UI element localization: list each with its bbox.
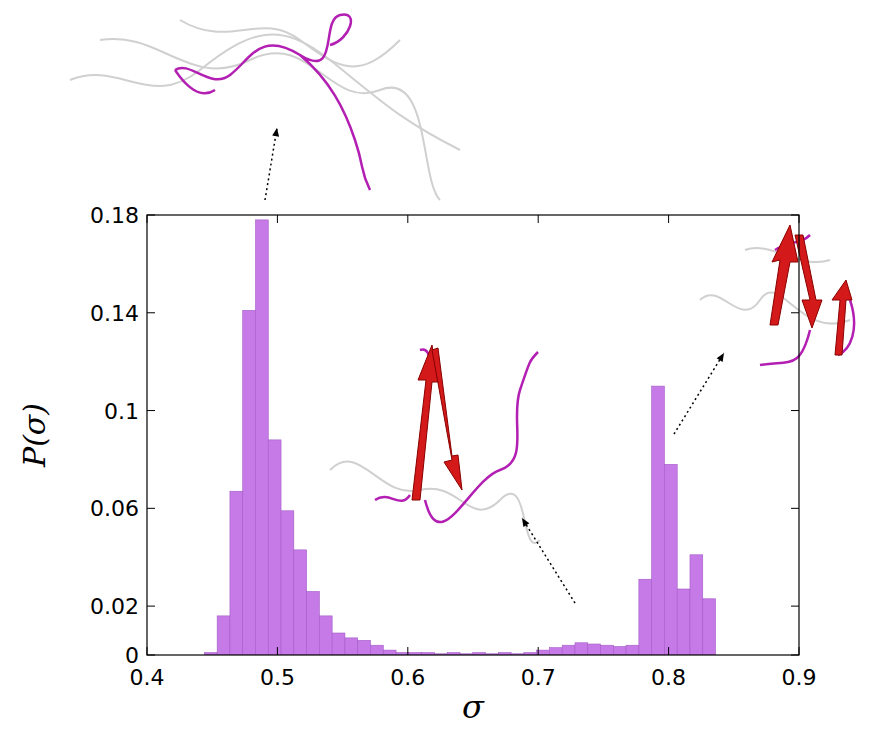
bar [652,386,665,655]
structure-illustrations [70,14,854,603]
bar [613,646,626,655]
beta-strand [412,345,438,500]
x-tick-label: 0.8 [651,665,686,690]
bar [281,511,294,655]
bars [204,220,715,655]
beta-strand [770,225,798,325]
chain-trace [70,35,460,150]
pointer-head [717,353,724,362]
pointer-head [522,518,529,527]
bar [703,599,716,655]
bar [549,648,562,655]
y-tick [791,312,799,313]
plot-frame [147,215,799,655]
y-tick [147,606,155,607]
bar [230,491,243,655]
x-tick [407,647,408,655]
y-tick-label: 0 [125,643,139,668]
chain-trace [100,39,440,200]
chain-trace [375,350,538,523]
x-tick-label: 0.9 [782,665,817,690]
y-tick [147,215,155,216]
bar [588,644,601,655]
x-tick [538,215,539,223]
y-tick [791,606,799,607]
chain-trace [180,20,400,66]
chain-trace [330,462,540,543]
chain-trace [175,14,370,190]
x-tick [799,215,800,223]
bar [371,645,384,655]
x-tick-label: 0.7 [521,665,556,690]
y-tick [791,508,799,509]
x-tick [668,647,669,655]
bar [268,440,281,655]
pointer-arrow [265,128,277,200]
x-tick [277,215,278,223]
beta-strand [432,348,462,490]
y-tick [791,655,799,656]
bar [307,591,320,655]
x-tick-label: 0.6 [390,665,425,690]
bar [575,643,588,655]
y-tick [147,410,155,411]
x-tick [147,647,148,655]
bar [217,616,230,655]
x-tick [407,215,408,223]
y-tick [147,508,155,509]
x-axis-title: σ [462,688,485,726]
bar [677,589,690,655]
bar [626,645,639,655]
x-tick-label: 0.5 [260,665,295,690]
bar [243,310,256,655]
bar [690,555,703,655]
beta-strand [832,280,852,355]
bar [255,220,268,655]
pointer-arrow [522,518,575,603]
y-tick-label: 0.1 [104,399,139,424]
y-tick-label: 0.02 [90,594,139,619]
pointer-head [272,128,279,137]
x-tick [147,215,148,223]
bar [562,645,575,655]
bar [601,645,614,655]
y-tick-label: 0.18 [90,203,139,228]
y-tick [147,655,155,656]
x-tick [799,647,800,655]
y-tick [147,312,155,313]
bar [332,633,345,655]
y-tick-label: 0.06 [90,496,139,521]
x-tick [538,647,539,655]
bar [294,550,307,655]
chart: 0.4 0.5 0.6 0.7 0.8 0.9 0 0.02 0.06 0.1 0.14 0.18 σ P… [0,0,873,730]
x-tick [277,647,278,655]
y-tick [791,215,799,216]
pointer-arrow [674,353,724,434]
y-tick-label: 0.14 [90,301,139,326]
y-axis-title: P(σ) [17,403,52,468]
y-tick [791,410,799,411]
bar [358,640,371,655]
bar [319,616,332,655]
bar [664,464,677,655]
bar [639,579,652,655]
bar [383,650,396,655]
x-tick [668,215,669,223]
x-tick-label: 0.4 [130,665,165,690]
bar [345,638,358,655]
